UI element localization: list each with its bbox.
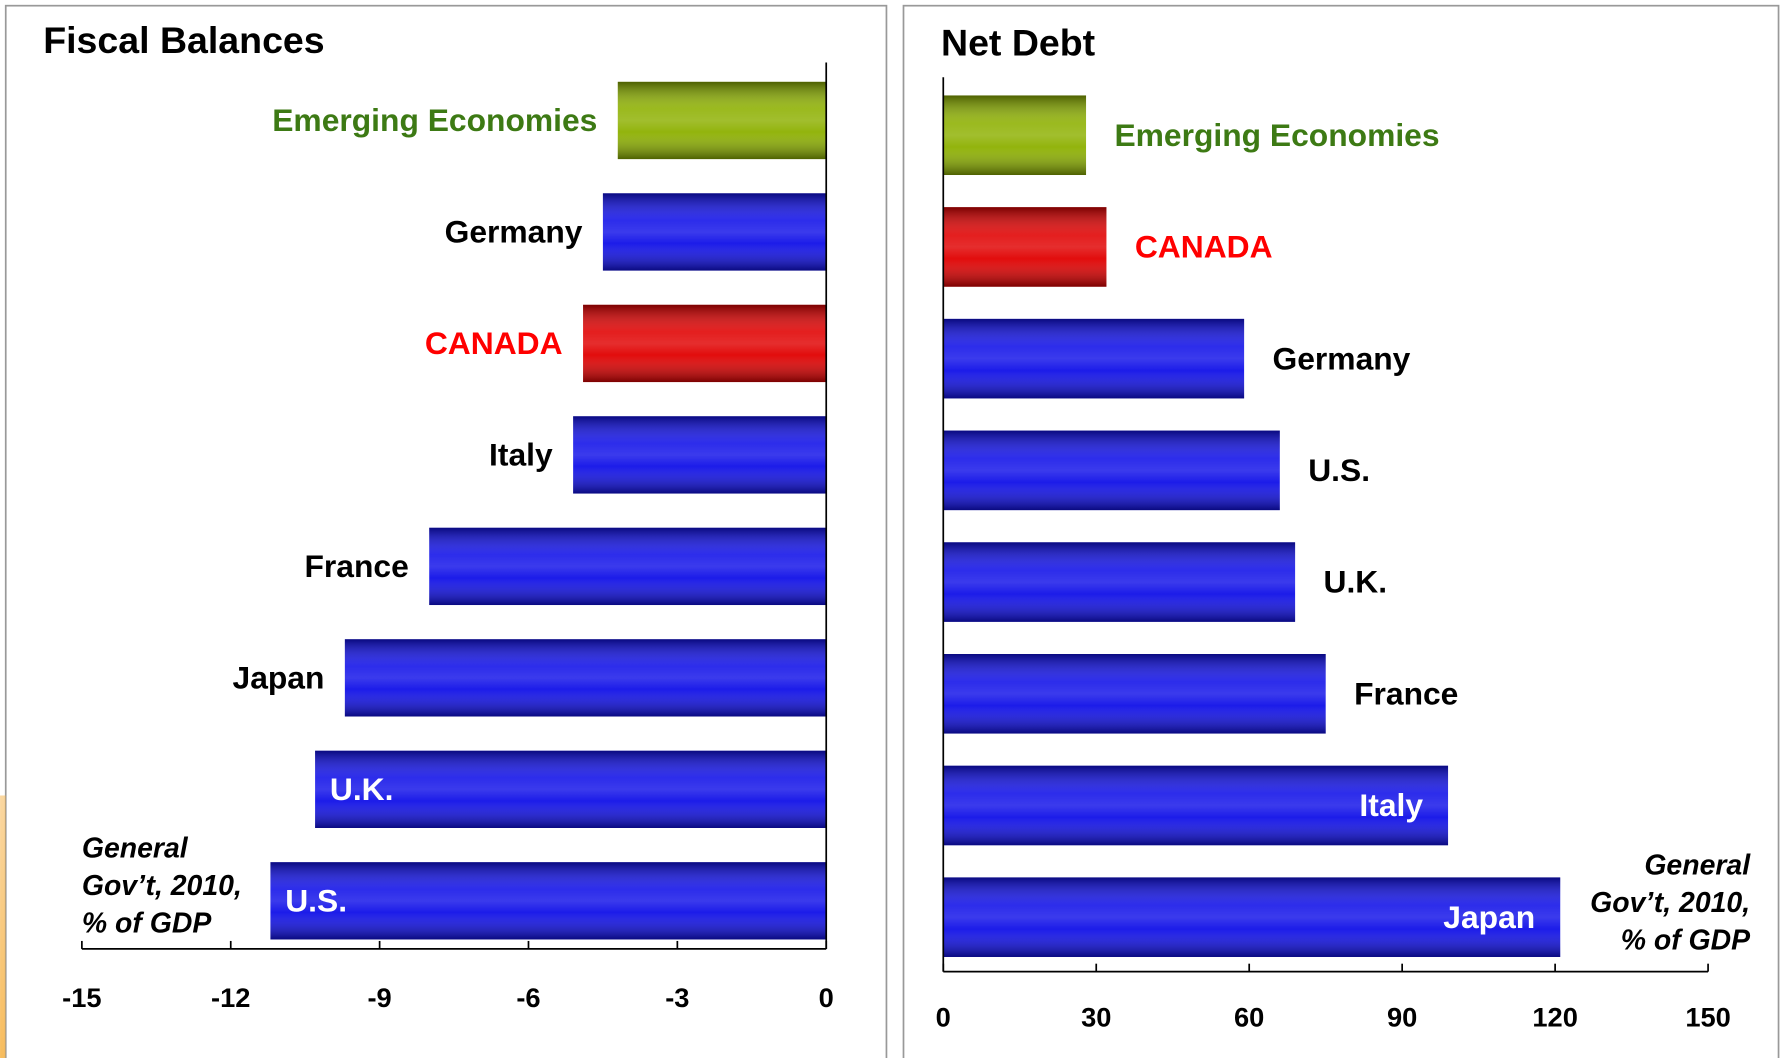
bar-shade <box>943 877 1561 957</box>
bar-shade <box>943 430 1280 511</box>
bar-label: U.S. <box>1308 452 1370 488</box>
bar-label: Italy <box>489 437 553 473</box>
note: Gov’t, 2010, <box>1590 887 1750 919</box>
note: General <box>1644 850 1751 882</box>
x-tick-label: 0 <box>819 982 834 1013</box>
bar-label: U.K. <box>1323 564 1387 600</box>
note: General <box>82 833 189 865</box>
bar-label: Emerging Economies <box>1114 117 1439 153</box>
bar-shade <box>583 304 827 383</box>
bar-shade <box>573 416 827 494</box>
bar-shade <box>943 207 1107 287</box>
bar-shade <box>315 750 827 828</box>
decor <box>0 795 6 1058</box>
x-tick-label: 60 <box>1234 1002 1264 1033</box>
bar-label: Emerging Economies <box>272 102 597 138</box>
note: % of GDP <box>82 908 211 940</box>
x-tick-label: 120 <box>1532 1002 1578 1033</box>
note: % of GDP <box>1621 925 1750 957</box>
x-tick-label: -6 <box>516 982 540 1013</box>
bar-shade <box>270 862 827 940</box>
bar-shade <box>602 193 827 271</box>
x-tick-label: 90 <box>1387 1002 1417 1033</box>
bar-shade <box>943 95 1087 176</box>
bar-label: Germany <box>445 214 583 250</box>
x-tick-label: -9 <box>367 982 391 1013</box>
bar-shade <box>943 318 1245 399</box>
note: Gov’t, 2010, <box>82 870 242 902</box>
x-tick-label: -15 <box>62 982 101 1013</box>
bar-shade <box>429 527 827 606</box>
bar-shade <box>344 639 827 717</box>
bar-shade <box>943 654 1326 734</box>
bar-label: U.S. <box>285 883 347 919</box>
x-tick-label: 150 <box>1685 1002 1731 1033</box>
chart-title: Net Debt <box>941 21 1096 63</box>
bar-label: France <box>305 548 409 584</box>
x-tick-label: 30 <box>1081 1002 1111 1033</box>
bar-label: U.K. <box>330 771 394 807</box>
chart-title: Fiscal Balances <box>43 19 324 61</box>
bar-label: Japan <box>233 660 325 696</box>
bar-label: Japan <box>1443 899 1535 935</box>
bar-label: Italy <box>1359 787 1423 823</box>
x-tick-label: 0 <box>936 1002 951 1033</box>
bar-shade <box>943 542 1296 622</box>
bar-label: CANADA <box>1135 229 1273 265</box>
bar-label: CANADA <box>425 325 563 361</box>
bar-shade <box>943 765 1449 846</box>
bar-label: Germany <box>1273 340 1411 376</box>
x-tick-label: -3 <box>665 982 689 1013</box>
bar-label: France <box>1354 675 1458 711</box>
bar-shade <box>617 81 827 160</box>
x-tick-label: -12 <box>211 982 250 1013</box>
